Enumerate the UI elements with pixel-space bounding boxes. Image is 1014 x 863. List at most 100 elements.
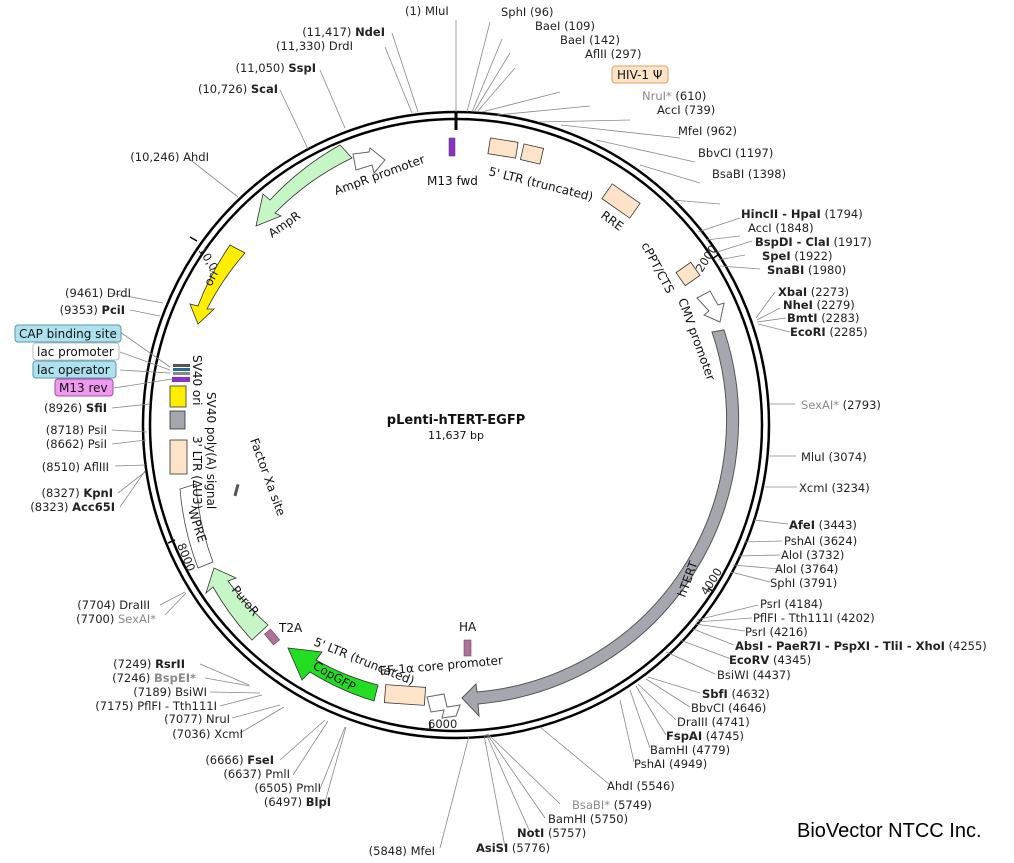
svg-text:(10,726) ScaI: (10,726) ScaI bbox=[198, 82, 278, 96]
svg-text:SphI (96): SphI (96) bbox=[501, 5, 554, 19]
svg-text:BsiWI (4437): BsiWI (4437) bbox=[717, 668, 791, 682]
site-nrui-610: NruI* (610) bbox=[642, 89, 706, 103]
svg-text:(7175) PflFI - Tth111I: (7175) PflFI - Tth111I bbox=[95, 699, 217, 713]
site-aloi-3732: AloI (3732) bbox=[781, 548, 844, 562]
svg-text:AflII (297): AflII (297) bbox=[585, 47, 642, 61]
site-fsei-6666: (6666) FseI bbox=[205, 753, 274, 767]
svg-text:AccI (739): AccI (739) bbox=[657, 103, 715, 117]
site-drdi-11330: (11,330) DrdI bbox=[276, 39, 353, 53]
site-mlui-3074: MluI (3074) bbox=[801, 450, 867, 464]
label-lac-promoter: lac promoter bbox=[32, 342, 120, 361]
feature-ha: HA bbox=[459, 620, 477, 657]
site-blpi-6497: (6497) BlpI bbox=[264, 795, 331, 809]
svg-text:BaeI (142): BaeI (142) bbox=[560, 33, 620, 47]
svg-text:(7249) RsrII: (7249) RsrII bbox=[113, 657, 185, 671]
site-sfii-8926: (8926) SfiI bbox=[44, 401, 107, 415]
svg-text:DraIII (4741): DraIII (4741) bbox=[677, 715, 750, 729]
site-sphi-3791: SphI (3791) bbox=[770, 576, 837, 590]
svg-text:SexAI* (2793): SexAI* (2793) bbox=[801, 398, 881, 412]
site-bsabi-5749: BsaBI* (5749) bbox=[572, 798, 652, 812]
svg-text:MluI (3074): MluI (3074) bbox=[801, 450, 867, 464]
svg-text:HIV-1 Ψ: HIV-1 Ψ bbox=[617, 68, 662, 82]
svg-text:BsaBI* (5749): BsaBI* (5749) bbox=[572, 798, 652, 812]
svg-text:3' LTR (ΔU3): 3' LTR (ΔU3) bbox=[190, 436, 204, 509]
svg-text:BamHI (4779): BamHI (4779) bbox=[650, 743, 730, 757]
svg-text:(8718) PsiI: (8718) PsiI bbox=[46, 423, 107, 437]
leader-lines bbox=[109, 20, 797, 849]
site-psri-4216: PsrI (4216) bbox=[745, 625, 808, 639]
svg-text:(9353) PciI: (9353) PciI bbox=[60, 303, 125, 317]
svg-text:AbsI - PaeR7I - PspXI - TliI -: AbsI - PaeR7I - PspXI - TliI - XhoI (425… bbox=[735, 639, 987, 653]
svg-text:(7189) BsiWI: (7189) BsiWI bbox=[133, 685, 207, 699]
feature-3ltr: 3' LTR (ΔU3) bbox=[169, 436, 204, 509]
site-sbfi-4632: SbfI (4632) bbox=[702, 687, 770, 701]
feature-t2a: T2A bbox=[264, 621, 303, 646]
svg-text:BbvCI (1197): BbvCI (1197) bbox=[698, 146, 773, 160]
site-acci-739: AccI (739) bbox=[657, 103, 715, 117]
feature-rre: RRE bbox=[598, 183, 641, 234]
site-ahdi-5546: AhdI (5546) bbox=[607, 779, 675, 793]
svg-text:EcoRI (2285): EcoRI (2285) bbox=[790, 325, 868, 339]
svg-text:XbaI (2273): XbaI (2273) bbox=[778, 285, 849, 299]
site-bbvci-4646: BbvCI (4646) bbox=[691, 701, 766, 715]
feature-sv40ori: SV40 ori bbox=[169, 355, 204, 408]
svg-text:(8662) PsiI: (8662) PsiI bbox=[46, 437, 107, 451]
site-mfei-962: MfeI (962) bbox=[678, 124, 737, 138]
site-ecorv-4345: EcoRV (4345) bbox=[729, 653, 811, 667]
site-scai-10726: (10,726) ScaI bbox=[198, 82, 278, 96]
site-bbvci-1197: BbvCI (1197) bbox=[698, 146, 773, 160]
brand-logo: BioVector NTCC Inc. bbox=[797, 820, 982, 842]
svg-text:(8510) AflIII: (8510) AflIII bbox=[42, 460, 109, 474]
site-ecori-2285: EcoRI (2285) bbox=[790, 325, 868, 339]
site-psri-4184: PsrI (4184) bbox=[760, 597, 823, 611]
label-lac-operator: lac operator bbox=[32, 360, 117, 379]
svg-text:FspAI (4745): FspAI (4745) bbox=[666, 729, 744, 743]
plasmid-size: 11,637 bp bbox=[428, 429, 484, 442]
svg-text:ori: ori bbox=[201, 268, 221, 288]
svg-text:(8327) KpnI: (8327) KpnI bbox=[41, 486, 113, 500]
svg-text:(7246) BspEI*: (7246) BspEI* bbox=[112, 671, 196, 685]
site-pmli-6637: (6637) PmlI bbox=[223, 767, 290, 781]
svg-text:(7700) SexAI*: (7700) SexAI* bbox=[76, 612, 156, 626]
svg-text:CAP binding site: CAP binding site bbox=[19, 327, 117, 341]
svg-text:EcoRV (4345): EcoRV (4345) bbox=[729, 653, 811, 667]
site-psii-8662: (8662) PsiI bbox=[46, 437, 107, 451]
site-spei-1922: SpeI (1922) bbox=[762, 249, 833, 263]
svg-text:(7036) XcmI: (7036) XcmI bbox=[172, 727, 243, 741]
svg-text:SpeI (1922): SpeI (1922) bbox=[762, 249, 833, 263]
svg-text:BaeI (109): BaeI (109) bbox=[535, 19, 595, 33]
site-bamhi-5750: BamHI (5750) bbox=[548, 812, 628, 826]
svg-text:PshAI (4949): PshAI (4949) bbox=[634, 757, 707, 771]
site-bmti-2283: BmtI (2283) bbox=[787, 311, 859, 325]
svg-text:PsrI (4184): PsrI (4184) bbox=[760, 597, 823, 611]
feature-m13rev-marks bbox=[172, 364, 190, 382]
svg-text:(9461) DrdI: (9461) DrdI bbox=[65, 286, 131, 300]
svg-text:(8323) Acc65I: (8323) Acc65I bbox=[30, 500, 115, 514]
svg-text:PflFI - Tth111I (4202): PflFI - Tth111I (4202) bbox=[753, 611, 875, 625]
feature-sv40pa: SV40 poly(A) signal bbox=[169, 392, 218, 509]
site-mlui-1: (1) MluI bbox=[405, 4, 449, 18]
svg-text:AloI (3764): AloI (3764) bbox=[775, 562, 838, 576]
svg-text:SnaBI (1980): SnaBI (1980) bbox=[767, 263, 846, 277]
svg-text:XcmI (3234): XcmI (3234) bbox=[799, 481, 870, 495]
site-rsrii-7249: (7249) RsrII bbox=[113, 657, 185, 671]
svg-text:(8926) SfiI: (8926) SfiI bbox=[44, 401, 107, 415]
site-nrui-7077: (7077) NruI bbox=[164, 712, 230, 726]
svg-text:MfeI (962): MfeI (962) bbox=[678, 124, 737, 138]
site-hincii-1794: HincII - HpaI (1794) bbox=[741, 207, 863, 221]
site-acc65i-8323: (8323) Acc65I bbox=[30, 500, 115, 514]
site-pshai-3624: PshAI (3624) bbox=[784, 534, 857, 548]
svg-text:SphI (3791): SphI (3791) bbox=[770, 576, 837, 590]
site-bsiwi-4437: BsiWI (4437) bbox=[717, 668, 791, 682]
svg-text:BbvCI (4646): BbvCI (4646) bbox=[691, 701, 766, 715]
label-m13-rev: M13 rev bbox=[54, 378, 114, 397]
site-drdi-9461: (9461) DrdI bbox=[65, 286, 131, 300]
site-snabi-1980: SnaBI (1980) bbox=[767, 263, 846, 277]
site-baei-142: BaeI (142) bbox=[560, 33, 620, 47]
svg-text:(6637) PmlI: (6637) PmlI bbox=[223, 767, 290, 781]
svg-text:AccI (1848): AccI (1848) bbox=[748, 221, 814, 235]
svg-text:M13 fwd: M13 fwd bbox=[427, 174, 478, 188]
site-xcmi-7036: (7036) XcmI bbox=[172, 727, 243, 741]
svg-text:(7077) NruI: (7077) NruI bbox=[164, 712, 230, 726]
svg-text:NruI* (610): NruI* (610) bbox=[642, 89, 706, 103]
